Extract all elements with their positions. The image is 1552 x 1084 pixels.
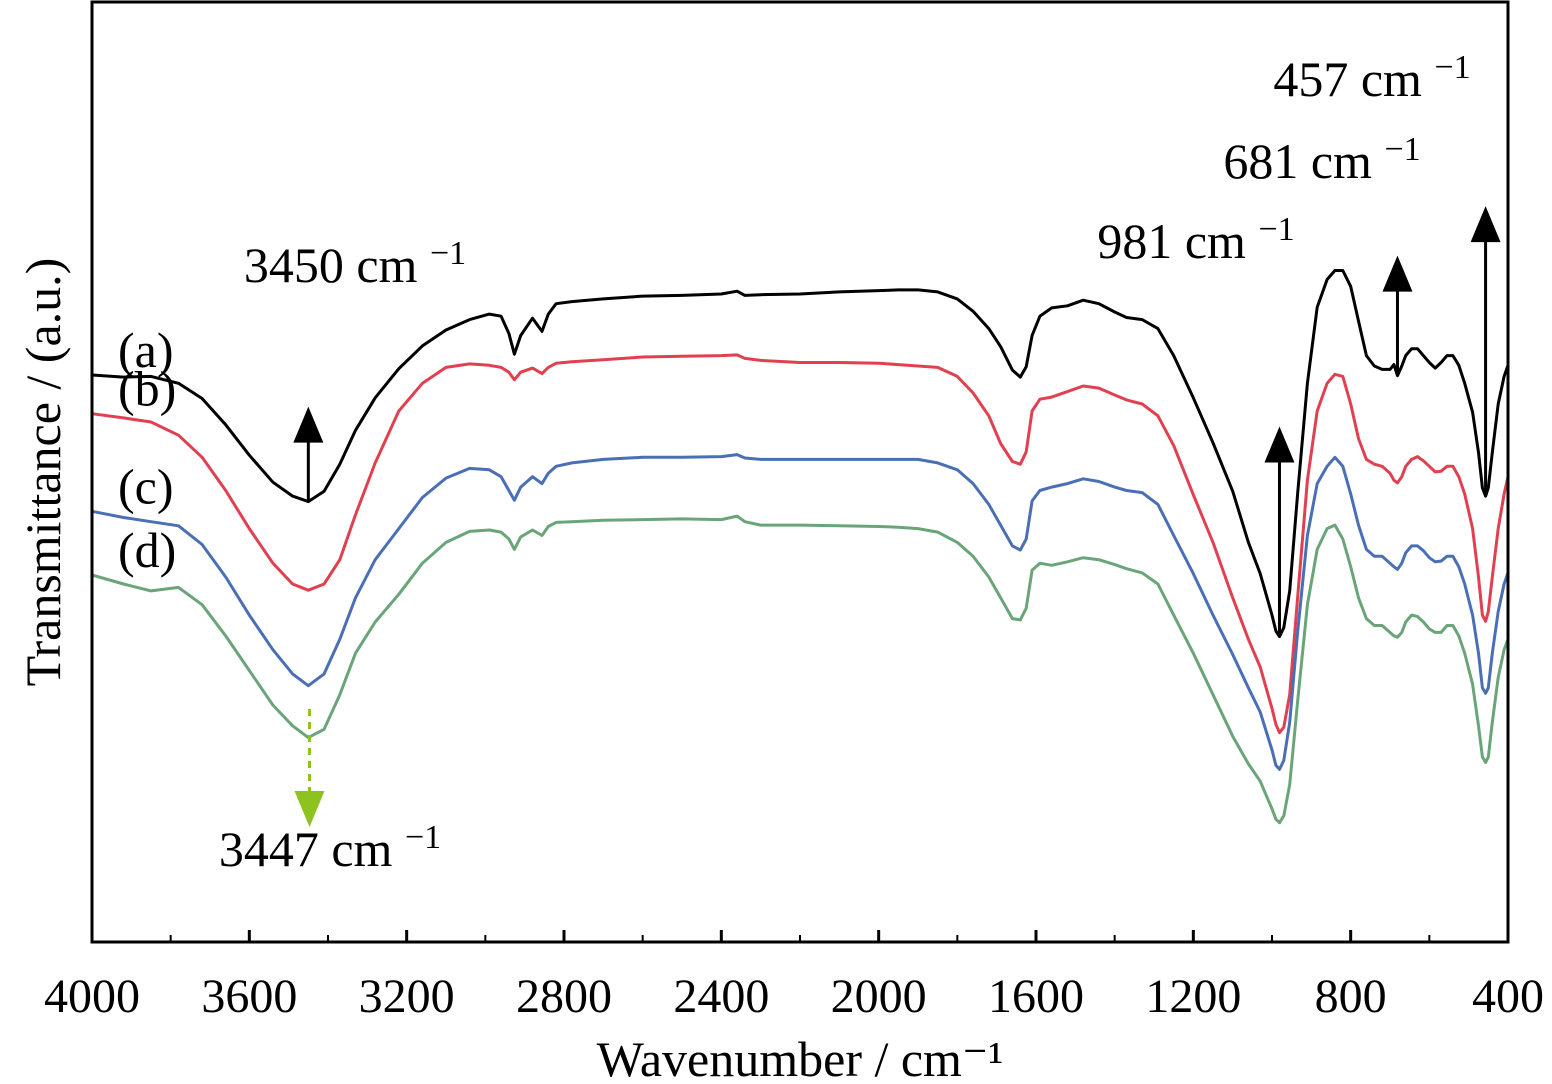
annotations-layer: 3450 cm −1 3447 cm −1 981 cm −1 681 cm −1 45…: [219, 49, 1501, 877]
x-ticks-layer: 4000 3600 3200 2800 2400 2000 1600 1200 800 400: [44, 930, 1544, 1023]
annotation-arrow-head: [1382, 255, 1413, 292]
peak-label: 3450 cm −1: [244, 235, 466, 293]
series-labels-layer: (a)(b) (c) (d): [118, 322, 176, 578]
x-tick-label: 1200: [1145, 970, 1241, 1023]
annotation-arrow-head: [293, 406, 324, 443]
series-line-b: [91, 353, 1510, 735]
series-label-d: (d): [118, 522, 176, 578]
series-line-d: [91, 514, 1510, 825]
series-label-a: (a): [118, 322, 174, 378]
x-axis-label: Wavenumber / cm⁻¹: [597, 1031, 1004, 1084]
x-tick-label: 4000: [44, 970, 140, 1023]
peak-label: 681 cm −1: [1223, 131, 1420, 189]
annotation-arrow-head: [1264, 426, 1295, 463]
x-tick-label: 3600: [201, 970, 297, 1023]
x-tick-label: 2800: [516, 970, 612, 1023]
x-tick-label: 400: [1472, 970, 1544, 1023]
curves-layer: [91, 269, 1510, 825]
peak-label: 457 cm −1: [1273, 49, 1470, 107]
y-axis-label: Transmittance / (a.u.): [15, 258, 71, 687]
series-line-c: [91, 453, 1510, 771]
x-tick-label: 2000: [831, 970, 927, 1023]
series-label-b: (b): [118, 361, 176, 417]
series-line-a: [91, 269, 1510, 639]
x-tick-label: 1600: [988, 970, 1084, 1023]
peak-label: 3447 cm −1: [219, 819, 441, 877]
series-label-c: (c): [118, 458, 174, 514]
x-tick-label: 800: [1315, 970, 1387, 1023]
plot-frame: [90, 0, 1510, 944]
x-tick-label: 3200: [359, 970, 455, 1023]
peak-label: 981 cm −1: [1097, 211, 1294, 269]
annotation-arrow-head: [1470, 206, 1501, 243]
annotation-arrow-head: [294, 790, 325, 827]
x-tick-label: 2400: [673, 970, 769, 1023]
